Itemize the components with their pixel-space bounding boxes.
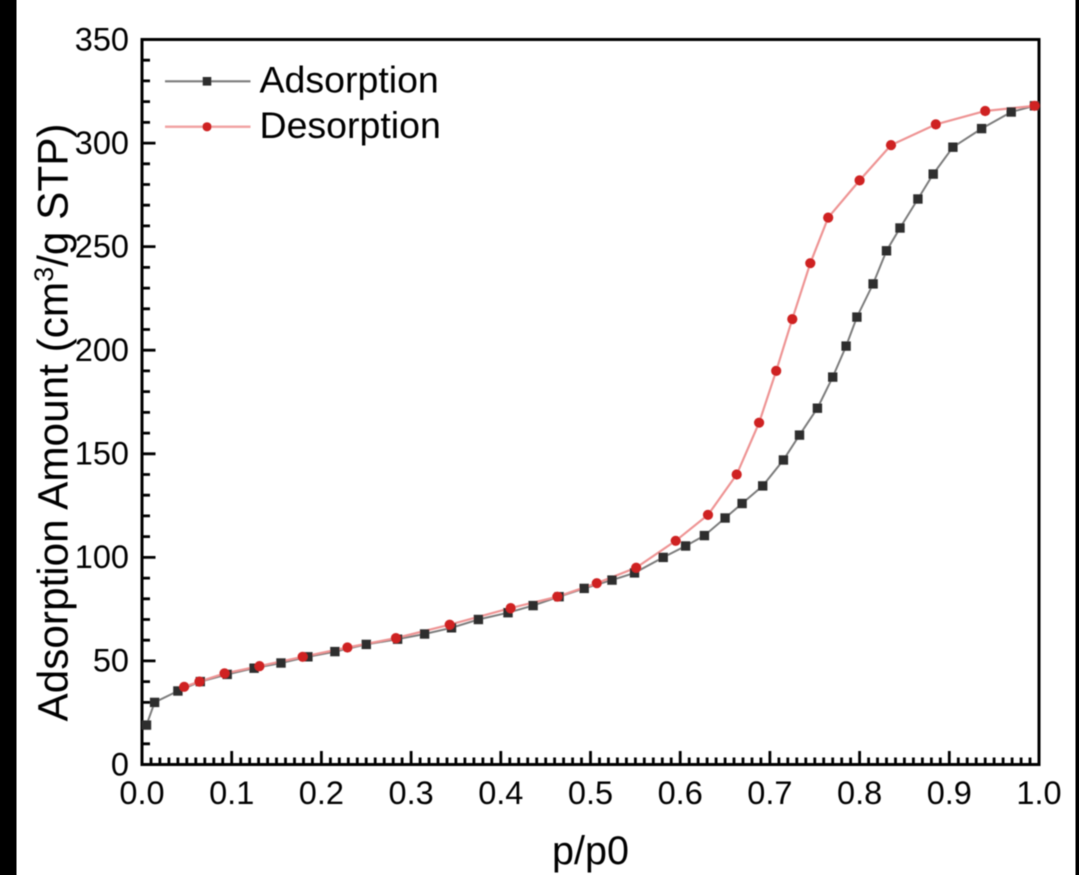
svg-text:0.2: 0.2 [299, 775, 344, 811]
svg-text:Adsorption Amount (cm3/g STP): Adsorption Amount (cm3/g STP) [29, 123, 77, 721]
svg-text:1.0: 1.0 [1016, 775, 1061, 811]
svg-text:50: 50 [93, 643, 129, 679]
svg-text:150: 150 [75, 436, 129, 472]
svg-text:300: 300 [75, 125, 129, 161]
svg-text:350: 350 [75, 21, 129, 57]
svg-text:0.9: 0.9 [927, 775, 972, 811]
svg-text:100: 100 [75, 539, 129, 575]
svg-text:0.6: 0.6 [658, 775, 703, 811]
svg-text:Adsorption: Adsorption [260, 59, 439, 101]
svg-text:0.7: 0.7 [747, 775, 792, 811]
svg-text:0.1: 0.1 [209, 775, 254, 811]
svg-text:0.5: 0.5 [568, 775, 613, 811]
svg-text:0.8: 0.8 [837, 775, 882, 811]
svg-text:0.3: 0.3 [389, 775, 434, 811]
svg-text:250: 250 [75, 228, 129, 264]
svg-text:p/p0: p/p0 [552, 829, 629, 873]
svg-text:0.0: 0.0 [119, 775, 164, 811]
svg-text:0.4: 0.4 [478, 775, 523, 811]
svg-text:Desorption: Desorption [260, 104, 441, 146]
svg-text:200: 200 [75, 332, 129, 368]
